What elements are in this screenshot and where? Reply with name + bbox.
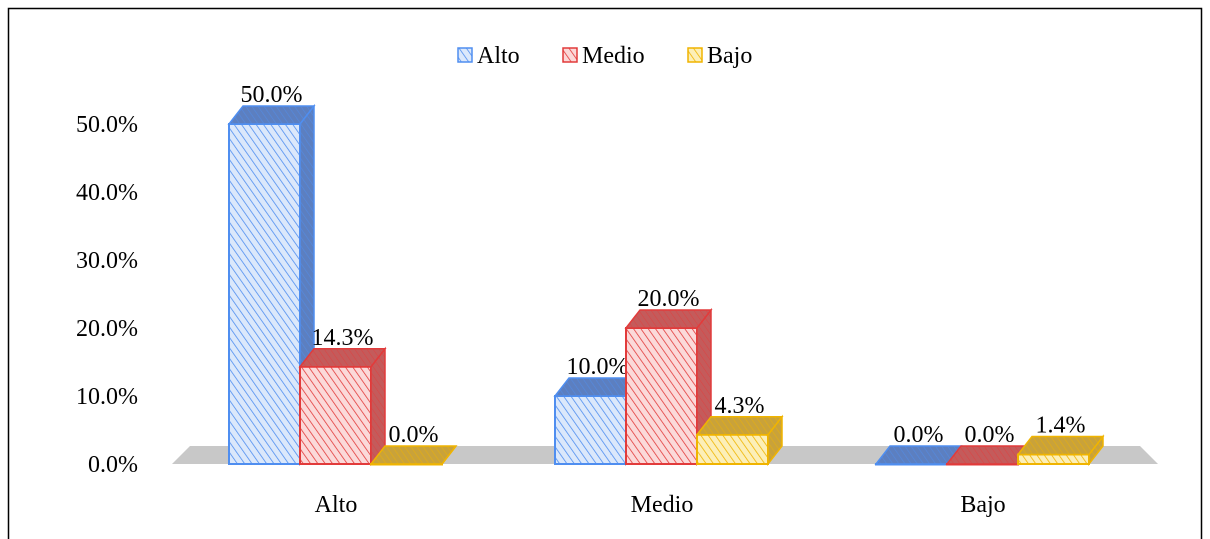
bars: 50.0% 10.0% 0.0% 14.3% 20.0% 0.0% 0.0% 4.3% 1.4% — [227, 82, 1105, 467]
bar-top — [624, 309, 713, 329]
data-label: 1.4% — [1036, 412, 1086, 438]
legend-swatch — [562, 47, 578, 63]
bar-medio-medio: 20.0% — [624, 286, 713, 467]
data-label: 10.0% — [567, 354, 629, 380]
x-tick-label: Bajo — [960, 492, 1005, 518]
data-label: 20.0% — [638, 286, 700, 312]
x-tick-label: Medio — [631, 492, 694, 518]
x-tick-label: Alto — [315, 492, 358, 518]
bar-bajo-alto: 0.0% — [369, 422, 458, 466]
bar-side — [370, 346, 386, 467]
y-tick-label: 20.0% — [76, 316, 138, 342]
y-tick-label: 0.0% — [88, 452, 138, 478]
data-label: 0.0% — [389, 422, 439, 448]
legend-label: Alto — [477, 43, 520, 69]
data-label: 50.0% — [241, 82, 303, 108]
bar-bajo-medio: 4.3% — [695, 393, 784, 467]
bar-top — [298, 348, 387, 368]
bar-front — [299, 365, 372, 466]
y-tick-label: 40.0% — [76, 180, 138, 206]
legend-item-bajo: Bajo — [687, 43, 752, 69]
legend-label: Bajo — [707, 43, 752, 69]
data-label: 4.3% — [715, 393, 765, 419]
y-axis: 0.0% 10.0% 20.0% 30.0% 40.0% 50.0% — [76, 112, 138, 478]
bar-top — [369, 445, 458, 465]
bar-top — [1016, 435, 1105, 456]
bar-alto-bajo: 0.0% — [874, 422, 963, 466]
legend-item-alto: Alto — [457, 43, 520, 69]
legend-swatch — [687, 47, 703, 63]
x-axis: Alto Medio Bajo — [315, 492, 1006, 518]
bar-bajo-bajo: 1.4% — [1016, 412, 1105, 467]
bar-top — [227, 105, 316, 125]
bar-front — [1017, 453, 1090, 466]
bar-front — [554, 395, 627, 465]
y-tick-label: 10.0% — [76, 384, 138, 410]
y-tick-label: 30.0% — [76, 248, 138, 274]
data-label: 0.0% — [965, 422, 1015, 448]
legend-item-medio: Medio — [562, 43, 645, 69]
legend-label: Medio — [582, 43, 645, 69]
bar-front — [625, 327, 698, 465]
bar-front — [696, 433, 769, 466]
y-tick-label: 50.0% — [76, 112, 138, 138]
data-label: 14.3% — [312, 325, 374, 351]
data-label: 0.0% — [894, 422, 944, 448]
legend-swatch — [457, 47, 473, 63]
bar-front — [228, 123, 301, 465]
bar-top — [695, 416, 784, 436]
bar-medio-alto: 14.3% — [298, 325, 387, 467]
legend: Alto Medio Bajo — [457, 43, 752, 69]
